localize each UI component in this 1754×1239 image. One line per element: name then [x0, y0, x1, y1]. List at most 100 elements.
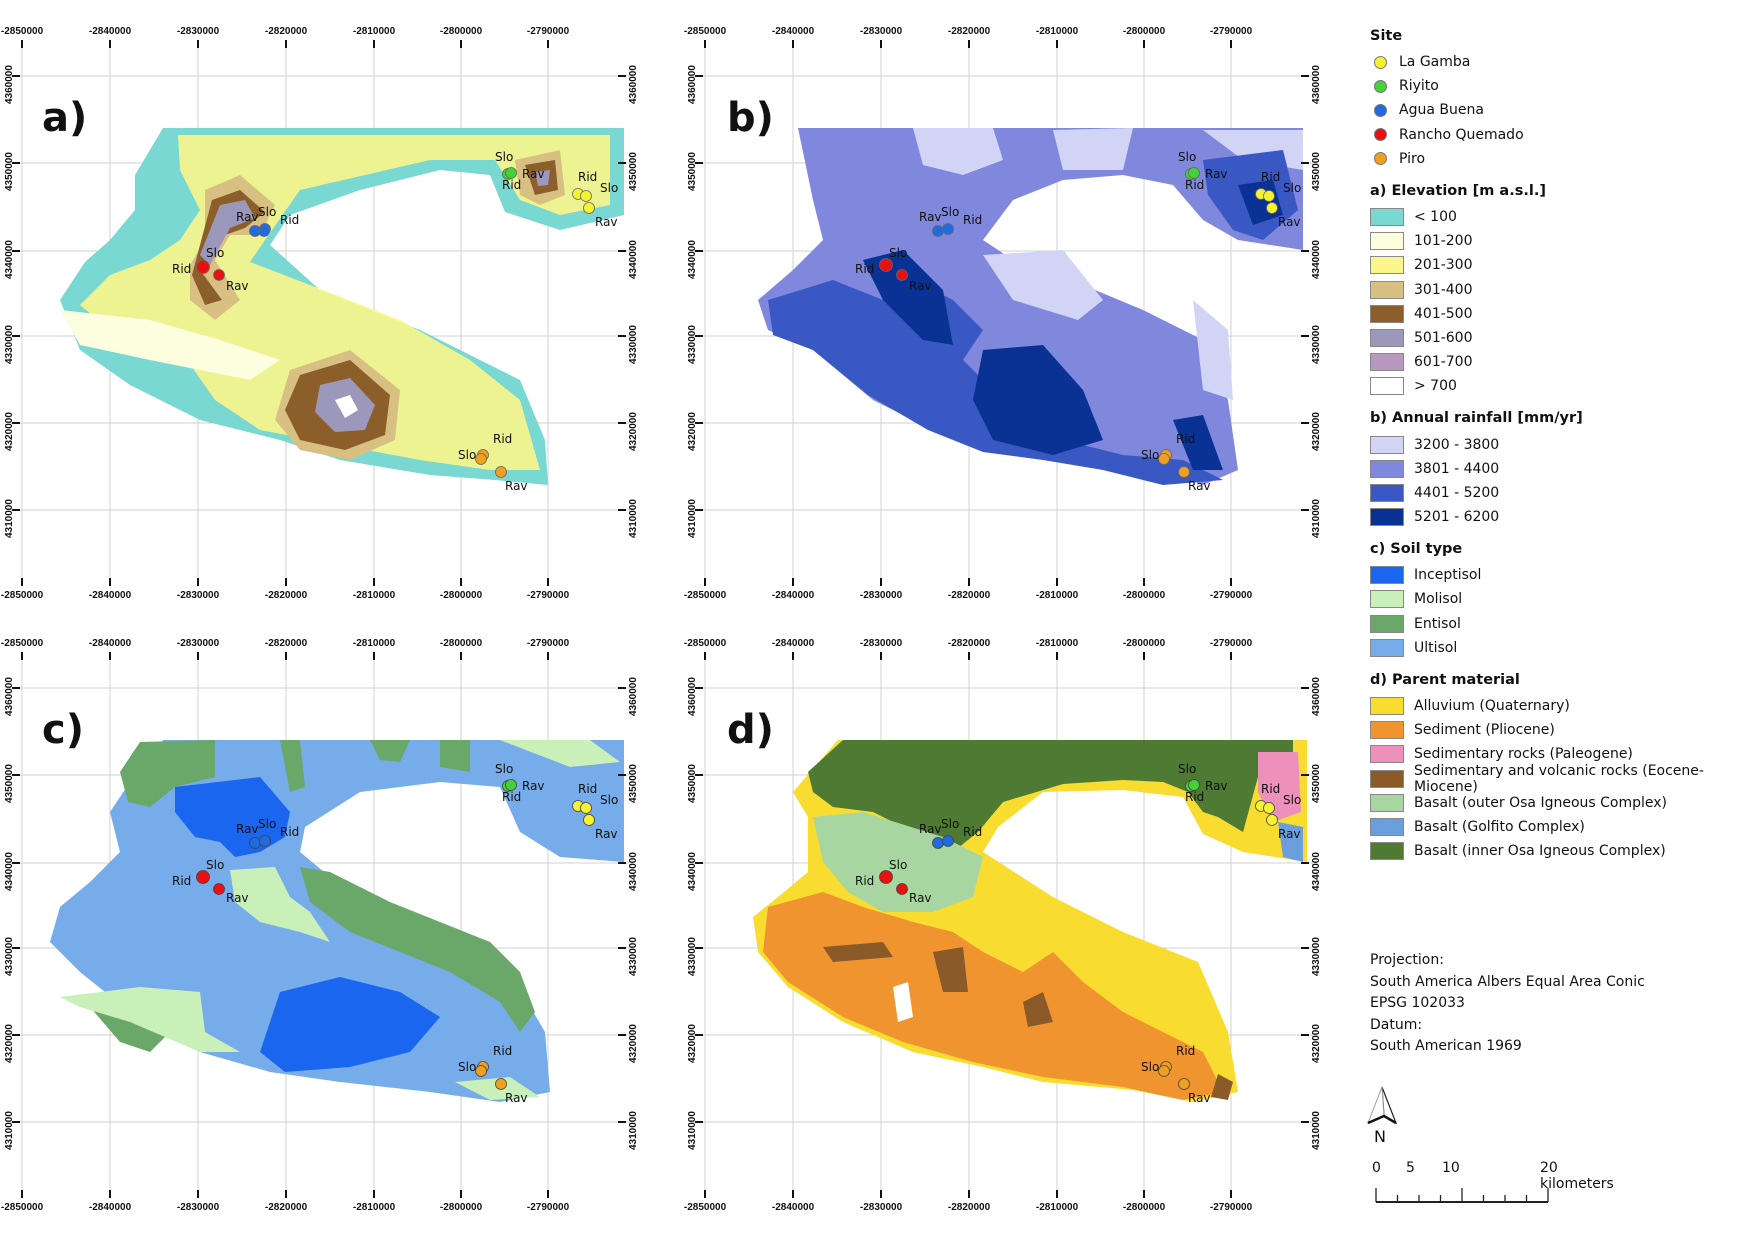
legend-rainfall: b) Annual rainfall [mm/yr] 3200 - 3800 38… [1370, 410, 1754, 529]
y-axis-tick-mark [618, 250, 626, 252]
y-axis-tick-label: 4310000 [628, 499, 639, 538]
x-axis-tick-mark [460, 40, 462, 48]
x-axis-tick-mark [21, 578, 23, 586]
site-position-label: Slo [206, 246, 225, 260]
site-position-label: Slo [495, 150, 514, 164]
color-swatch [1370, 459, 1404, 478]
legend-site-label: Piro [1399, 150, 1426, 167]
panel-letter-c: c) [42, 707, 84, 753]
y-axis-tick-label: 4360000 [628, 65, 639, 104]
x-axis-tick-mark [1143, 652, 1145, 660]
color-swatch [1370, 614, 1404, 633]
color-swatch [1370, 721, 1404, 740]
x-axis-tick-mark [547, 652, 549, 660]
y-axis-tick-label: 4310000 [1311, 1111, 1322, 1150]
site-position-label: Rav [595, 827, 618, 841]
x-axis-tick-mark [197, 1190, 199, 1198]
x-axis-tick-mark [21, 40, 23, 48]
y-axis-tick-label: 4360000 [628, 677, 639, 716]
x-axis-tick-label: -2830000 [859, 638, 903, 649]
legend-parent-label: Alluvium (Quaternary) [1414, 698, 1570, 715]
x-axis-tick-mark [285, 1190, 287, 1198]
color-swatch [1370, 483, 1404, 502]
legend-rainfall-label: 5201 - 6200 [1414, 509, 1500, 526]
x-axis-tick-label: -2790000 [1209, 26, 1253, 37]
x-axis-tick-mark [968, 40, 970, 48]
y-axis-tick-label: 4350000 [4, 152, 15, 191]
y-axis-tick-label: 4320000 [687, 412, 698, 451]
legend-parent-item: Basalt (inner Osa Igneous Complex) [1370, 839, 1754, 863]
scale-bar: 0 5 10 20 kilometers [1372, 1160, 1632, 1208]
legend-parent-item: Basalt (outer Osa Igneous Complex) [1370, 791, 1754, 815]
y-axis-tick-label: 4360000 [687, 677, 698, 716]
legend-rainfall-item: 3200 - 3800 [1370, 432, 1754, 456]
site-position-label: Slo [1141, 448, 1160, 462]
scale-bar-graphic [1375, 1188, 1549, 1203]
color-swatch [1370, 377, 1404, 396]
site-position-label: Rid [493, 432, 513, 446]
x-axis-tick-label: -2810000 [352, 590, 396, 601]
x-axis-tick-label: -2830000 [176, 1202, 220, 1213]
x-axis-tick-mark [547, 40, 549, 48]
y-axis-tick-label: 4360000 [4, 65, 15, 104]
x-axis-tick-label: -2800000 [439, 26, 483, 37]
legend-elevation-item: 501-600 [1370, 326, 1754, 350]
site-position-label: Rav [1278, 827, 1301, 841]
y-axis-tick-label: 4320000 [628, 412, 639, 451]
y-axis-tick-mark [12, 862, 20, 864]
x-axis-tick-mark [1056, 1190, 1058, 1198]
y-axis-tick-label: 4350000 [687, 764, 698, 803]
legend-site-item: Rancho Quemado [1370, 123, 1754, 147]
x-axis-tick-label: -2850000 [683, 638, 727, 649]
color-swatch [1370, 817, 1404, 836]
x-axis-tick-label: -2810000 [1035, 1202, 1079, 1213]
x-axis-tick-mark [792, 1190, 794, 1198]
legend-site-title: Site [1370, 28, 1403, 44]
x-axis-tick-mark [880, 40, 882, 48]
color-swatch [1370, 256, 1404, 275]
y-axis-tick-mark [618, 509, 626, 511]
x-axis-tick-label: -2830000 [176, 590, 220, 601]
site-position-label: Rid [1261, 782, 1281, 796]
site-position-label: Rid [855, 874, 875, 888]
legend-elevation-label: 401-500 [1414, 305, 1473, 322]
y-axis-tick-label: 4340000 [1311, 240, 1322, 279]
legend-elevation-item: < 100 [1370, 205, 1754, 229]
site-position-label: Rav [1205, 779, 1228, 793]
site-position-label: Slo [1178, 150, 1197, 164]
map-canvas-d [693, 652, 1313, 1197]
y-axis-tick-mark [12, 75, 20, 77]
legend-elevation-item: 301-400 [1370, 278, 1754, 302]
site-position-label: Rid [172, 874, 192, 888]
north-arrow-icon [1367, 1086, 1398, 1125]
legend-parent-item: Sedimentary rocks (Paleogene) [1370, 742, 1754, 766]
x-axis-tick-mark [1143, 578, 1145, 586]
y-axis-tick-label: 4350000 [628, 152, 639, 191]
x-axis-tick-label: -2840000 [771, 26, 815, 37]
x-axis-tick-mark [197, 652, 199, 660]
y-axis-tick-mark [618, 75, 626, 77]
site-position-label: Rid [172, 262, 192, 276]
legend-parent-label: Basalt (outer Osa Igneous Complex) [1414, 794, 1667, 811]
legend-elevation-item: 201-300 [1370, 253, 1754, 277]
x-axis-tick-mark [792, 578, 794, 586]
y-axis-tick-label: 4320000 [628, 1024, 639, 1063]
site-marker-icon [1374, 103, 1387, 117]
legend-elevation-title: a) Elevation [m a.s.l.] [1370, 182, 1546, 199]
site-position-label: Slo [495, 762, 514, 776]
y-axis-tick-label: 4360000 [1311, 677, 1322, 716]
site-position-label: Rav [595, 215, 618, 229]
site-position-label: Rid [280, 825, 300, 839]
site-position-label: Slo [889, 858, 908, 872]
legend-parent-label: Sediment (Pliocene) [1414, 722, 1555, 739]
x-axis-tick-label: -2840000 [88, 590, 132, 601]
x-axis-tick-mark [704, 1190, 706, 1198]
site-position-label: Rav [1188, 479, 1211, 493]
y-axis-tick-label: 4330000 [628, 937, 639, 976]
y-axis-tick-mark [695, 687, 703, 689]
legend-soil-label: Inceptisol [1414, 567, 1482, 584]
site-position-label: Rav [522, 167, 545, 181]
x-axis-tick-mark [1056, 652, 1058, 660]
color-swatch [1370, 566, 1404, 585]
x-axis-tick-label: -2840000 [88, 638, 132, 649]
